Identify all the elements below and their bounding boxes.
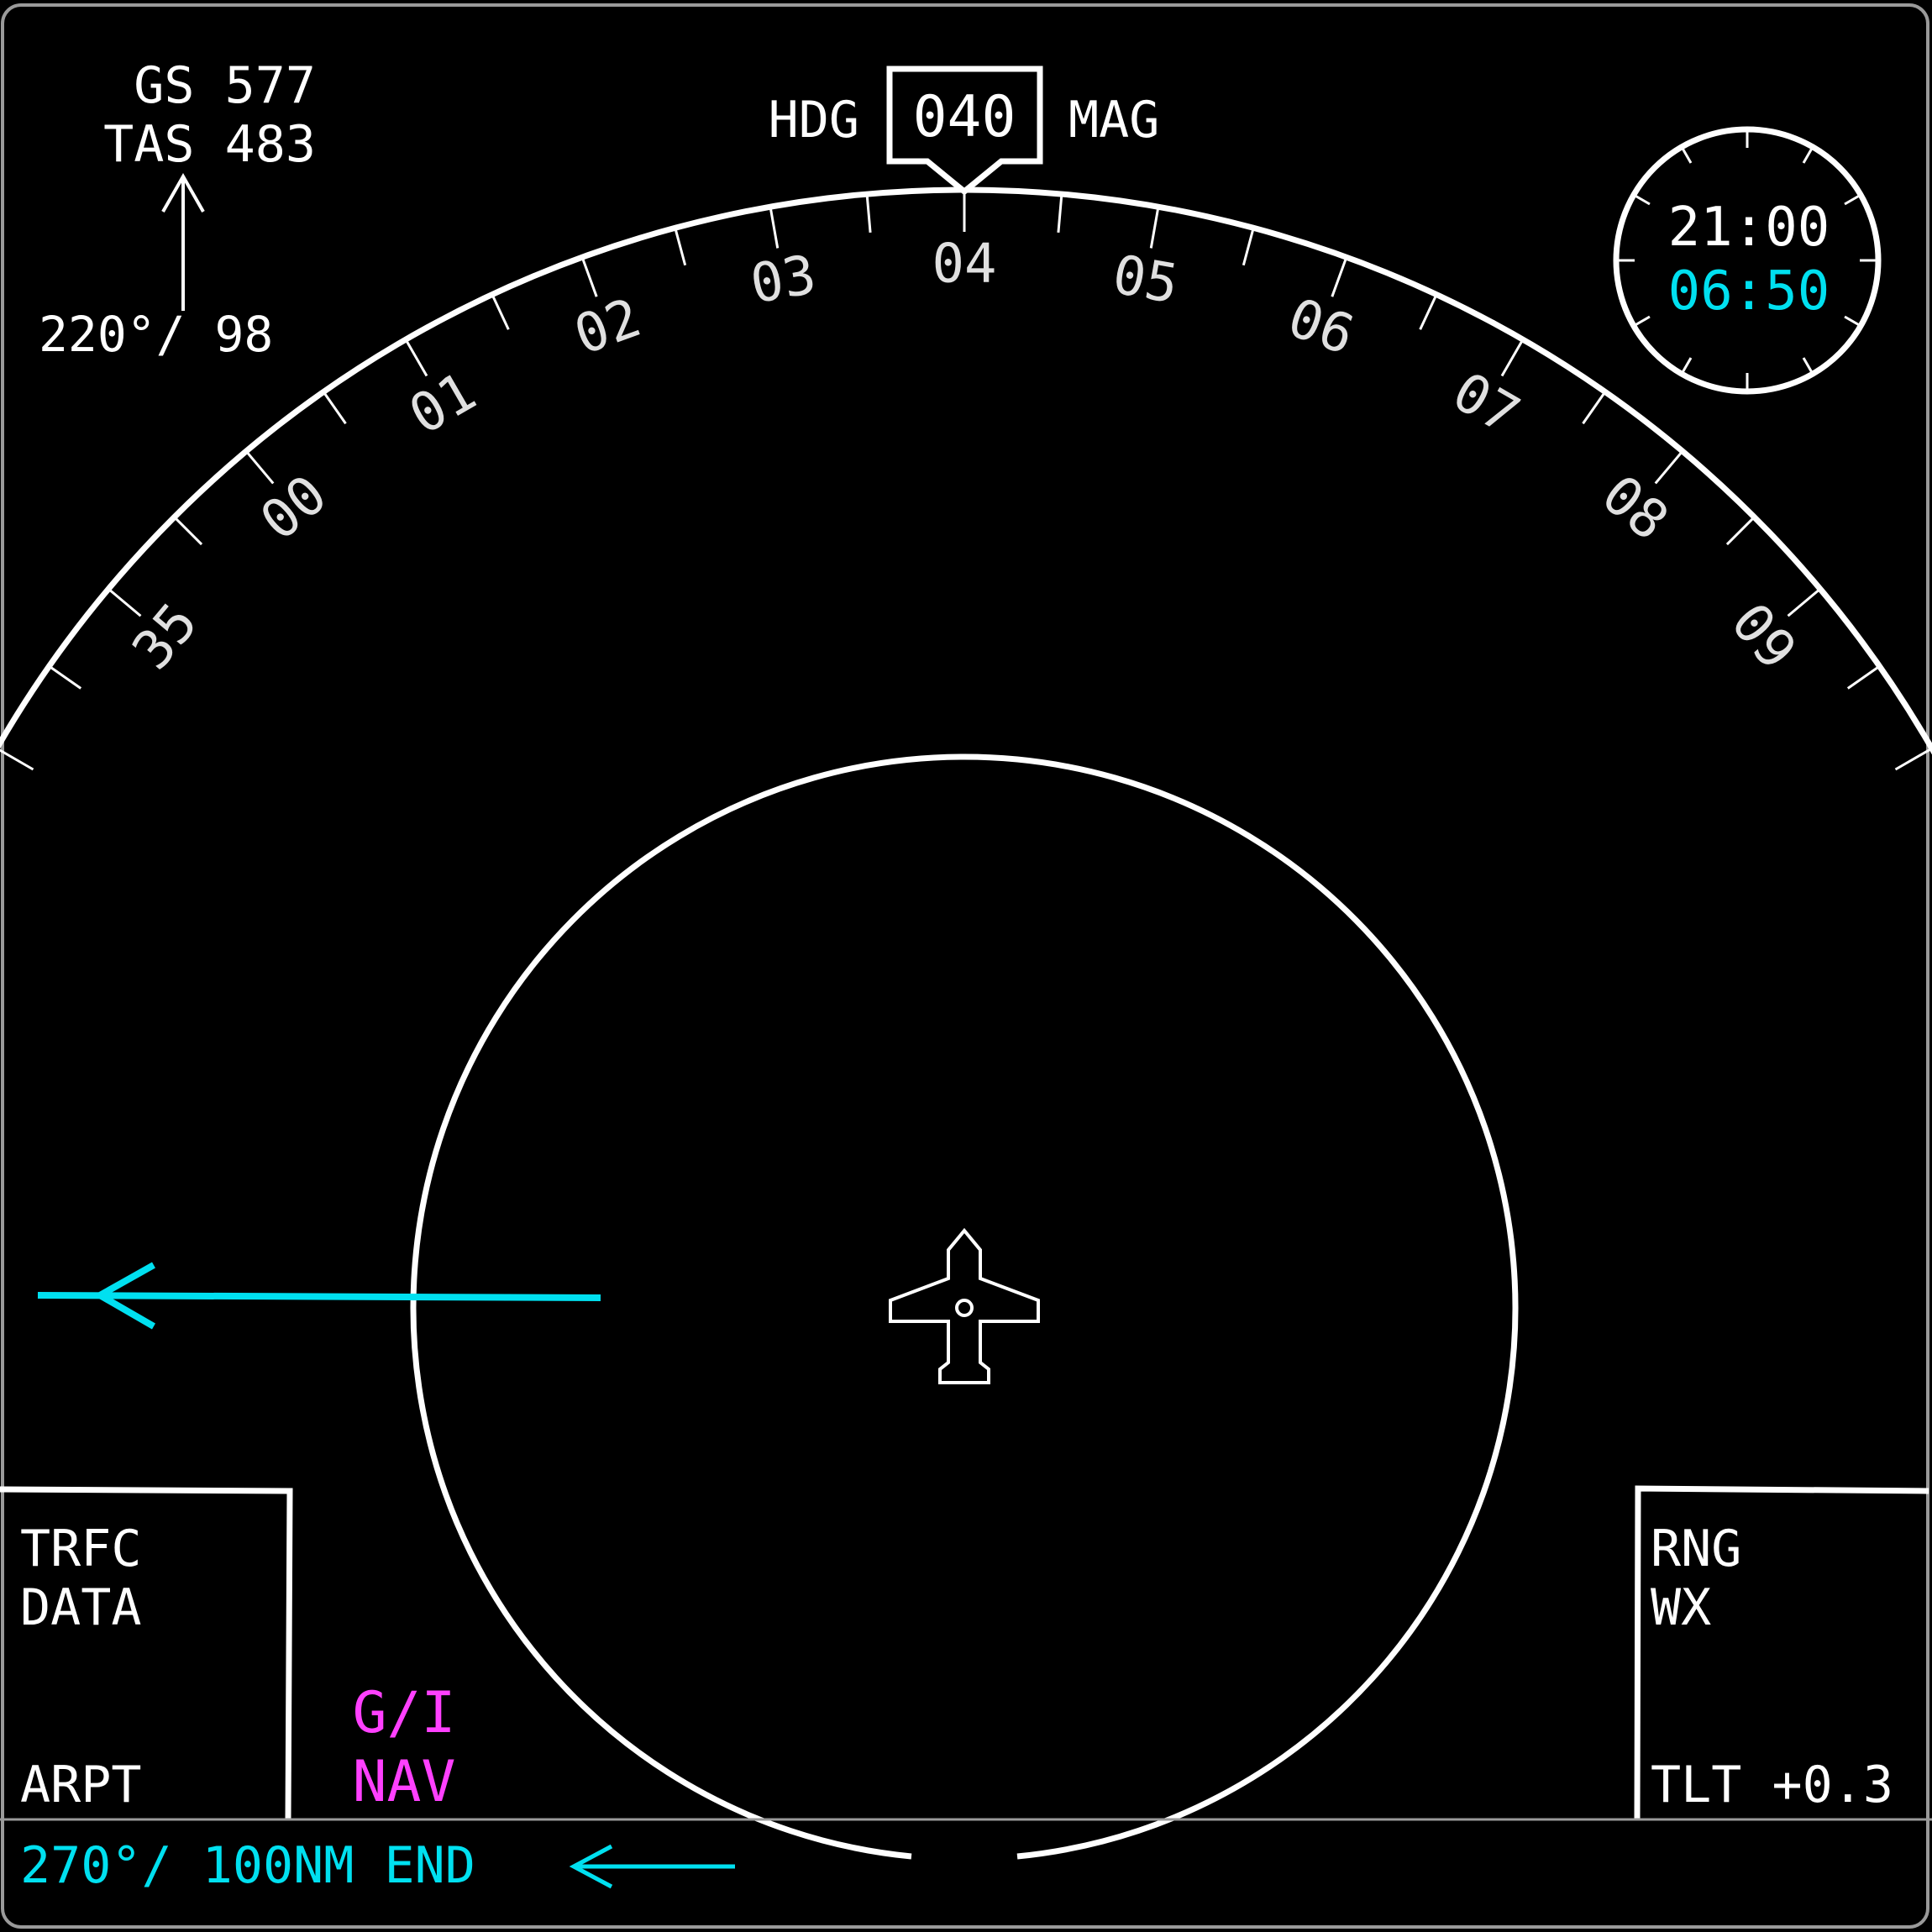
compass-tick bbox=[1149, 206, 1160, 249]
true-airspeed: TAS 483 bbox=[103, 115, 316, 174]
clock-tick bbox=[1844, 193, 1861, 206]
mode-nav: NAV bbox=[353, 1749, 456, 1815]
compass-tick bbox=[1894, 747, 1932, 771]
clock-elapsed: 06:50 bbox=[1668, 260, 1830, 323]
compass-tick bbox=[244, 450, 275, 485]
compass-tick bbox=[674, 227, 687, 266]
compass-tick bbox=[1787, 587, 1821, 617]
heading-pointer-box bbox=[886, 66, 1043, 196]
tilt-readout[interactable]: TLT +0.3 bbox=[1651, 1756, 1893, 1814]
rng-key[interactable]: RNG bbox=[1651, 1520, 1741, 1578]
compass-tick bbox=[1242, 227, 1255, 266]
ground-speed: GS 577 bbox=[134, 56, 316, 115]
compass-tick bbox=[1846, 664, 1881, 690]
clock-tick bbox=[1680, 357, 1693, 375]
wind-arrow-icon bbox=[161, 172, 205, 311]
compass-tick bbox=[0, 748, 34, 771]
compass-label-04: 04 bbox=[932, 234, 996, 296]
clock-tick bbox=[1680, 146, 1693, 164]
compass-tick bbox=[1725, 516, 1756, 546]
compass-tick bbox=[48, 664, 82, 690]
compass-tick bbox=[580, 256, 598, 297]
trfc-key[interactable]: TRFC bbox=[20, 1520, 142, 1578]
clock-tick bbox=[1844, 315, 1861, 328]
right-soft-key-panel: RNG WX TLT +0.3 bbox=[1634, 1485, 1929, 1819]
wind-readout: 220°/ 98 bbox=[39, 306, 273, 363]
compass-tick bbox=[1582, 391, 1607, 425]
compass-tick bbox=[865, 193, 872, 234]
compass-label-05: 05 bbox=[1108, 244, 1183, 316]
left-soft-key-panel: TRFC DATA ARPT bbox=[0, 1486, 293, 1819]
heading-value[interactable]: 040 bbox=[913, 84, 1016, 150]
clock-ticks bbox=[1616, 129, 1878, 391]
compass-tick bbox=[173, 516, 203, 546]
compass-tick bbox=[1419, 293, 1438, 330]
clock-tick bbox=[1633, 193, 1651, 206]
heading-reference: MAG bbox=[1068, 91, 1159, 150]
compass-label-03: 03 bbox=[746, 244, 821, 316]
clock-time: 21:00 bbox=[1668, 197, 1830, 259]
compass-tick bbox=[1500, 339, 1525, 377]
course-line bbox=[37, 1262, 601, 1330]
compass-tick bbox=[1331, 256, 1348, 297]
compass-tick bbox=[108, 587, 142, 617]
left-arrow-icon bbox=[569, 1844, 735, 1889]
heading-label: HDG bbox=[769, 91, 859, 150]
clock-tick bbox=[1802, 357, 1814, 375]
arpt-key[interactable]: ARPT bbox=[20, 1756, 142, 1814]
data-key[interactable]: DATA bbox=[20, 1578, 142, 1637]
wx-key[interactable]: WX bbox=[1651, 1578, 1711, 1637]
status-text: 270°/ 100NM END bbox=[20, 1836, 475, 1895]
compass-tick bbox=[404, 339, 428, 377]
screen-frame bbox=[1, 3, 1929, 1929]
clock-tick bbox=[1633, 315, 1651, 328]
compass-tick bbox=[491, 293, 510, 330]
clock: 21:00 06:50 bbox=[1613, 126, 1882, 395]
compass-tick bbox=[322, 391, 347, 425]
mode-gi: G/I bbox=[353, 1680, 456, 1746]
compass-tick bbox=[1654, 450, 1684, 485]
heading-readout: HDG 040 MAG bbox=[769, 66, 1159, 196]
ownship-aircraft-icon bbox=[889, 1227, 1040, 1384]
compass-tick bbox=[1057, 193, 1063, 234]
compass-tick bbox=[769, 206, 780, 249]
clock-tick bbox=[1802, 146, 1814, 164]
range-ring bbox=[410, 753, 1519, 1860]
